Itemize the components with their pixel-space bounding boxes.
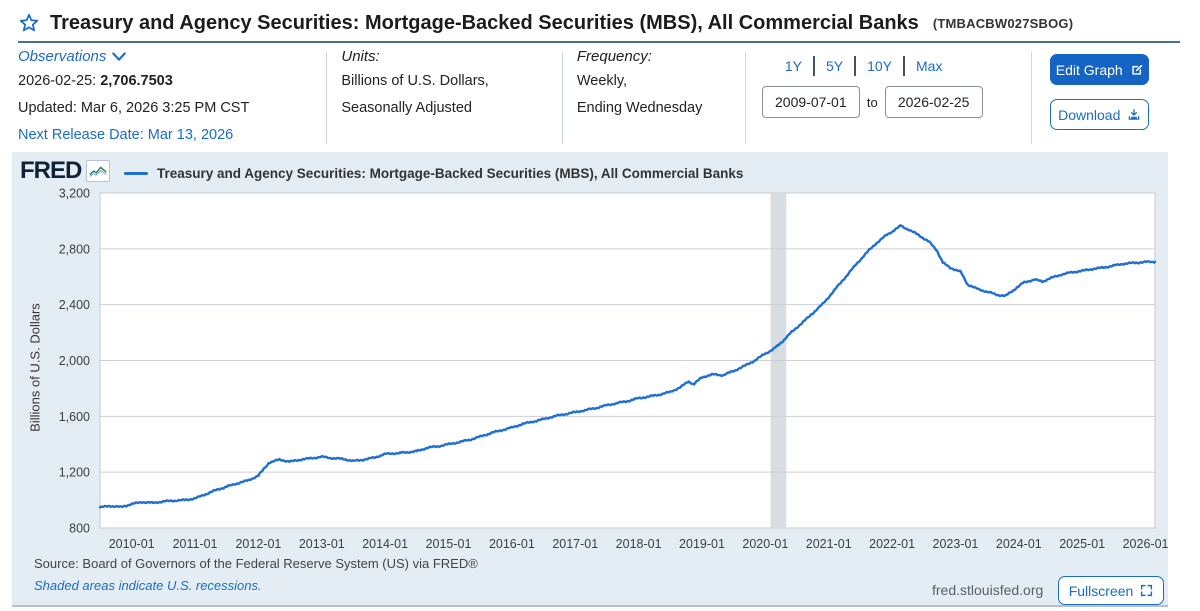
- svg-text:2025-01: 2025-01: [1059, 537, 1105, 551]
- edit-icon: [1132, 64, 1143, 75]
- svg-text:2014-01: 2014-01: [362, 537, 408, 551]
- svg-text:2026-01: 2026-01: [1123, 537, 1168, 551]
- frequency-label: Frequency:: [576, 48, 652, 65]
- svg-text:2024-01: 2024-01: [996, 537, 1042, 551]
- chevron-down-icon: [112, 51, 127, 61]
- svg-text:2021-01: 2021-01: [806, 537, 852, 551]
- svg-text:800: 800: [69, 522, 90, 536]
- date-range: to: [761, 86, 1017, 118]
- units-line2: Seasonally Adjusted: [341, 100, 472, 117]
- range-presets: 1Y 5Y 10Y Max: [774, 56, 1017, 76]
- series-id: (TMBACBW027SBOG): [932, 15, 1074, 31]
- svg-text:2,800: 2,800: [59, 242, 90, 256]
- download-button[interactable]: Download: [1050, 99, 1150, 130]
- download-label: Download: [1058, 106, 1121, 123]
- svg-text:1,200: 1,200: [59, 466, 90, 480]
- fullscreen-label: Fullscreen: [1068, 582, 1134, 599]
- range-preset-5y[interactable]: 5Y: [825, 58, 844, 74]
- fullscreen-icon: [1141, 584, 1153, 597]
- svg-text:2023-01: 2023-01: [933, 537, 979, 551]
- svg-text:2012-01: 2012-01: [235, 537, 281, 551]
- latest-observation-value: 2,706.7503: [100, 73, 173, 89]
- fred-chart-icon: [86, 160, 111, 182]
- range-preset-1y[interactable]: 1Y: [784, 58, 802, 74]
- svg-text:2022-01: 2022-01: [869, 537, 915, 551]
- observations-label: Observations: [18, 48, 107, 65]
- chart-legend: Treasury and Agency Securities: Mortgage…: [124, 166, 743, 181]
- edit-graph-label: Edit Graph: [1055, 61, 1123, 78]
- latest-observation: 2026-02-25: 2,706.7503: [18, 71, 312, 92]
- meta-divider: [326, 52, 328, 144]
- download-icon: [1129, 108, 1140, 120]
- to-label: to: [866, 94, 878, 110]
- svg-text:2011-01: 2011-01: [173, 537, 218, 551]
- site-url: fred.stlouisfed.org: [932, 582, 1044, 598]
- svg-text:3,200: 3,200: [59, 187, 90, 201]
- graph-panel: FRED Treasury and Agency Securities: Mor…: [12, 152, 1168, 607]
- fred-logo[interactable]: FRED: [20, 157, 111, 184]
- page-title: Treasury and Agency Securities: Mortgage…: [50, 11, 919, 34]
- svg-text:2017-01: 2017-01: [552, 537, 598, 551]
- svg-text:2016-01: 2016-01: [489, 537, 535, 551]
- observations-dropdown[interactable]: Observations: [18, 48, 127, 65]
- end-date-input[interactable]: [884, 86, 983, 118]
- latest-observation-date: 2026-02-25:: [18, 73, 97, 89]
- svg-text:1,600: 1,600: [59, 410, 90, 424]
- svg-text:2020-01: 2020-01: [742, 537, 788, 551]
- svg-text:2019-01: 2019-01: [679, 537, 725, 551]
- preset-divider: [812, 56, 815, 76]
- legend-label: Treasury and Agency Securities: Mortgage…: [157, 166, 744, 181]
- header-divider: [18, 41, 1180, 43]
- frequency-line2: Ending Wednesday: [576, 100, 703, 117]
- range-preset-max[interactable]: Max: [916, 58, 943, 74]
- frequency-column: Frequency: Weekly, Ending Wednesday: [563, 48, 745, 148]
- preset-divider: [854, 56, 857, 76]
- header: Treasury and Agency Securities: Mortgage…: [18, 8, 1182, 38]
- frequency-line1: Weekly,: [576, 73, 628, 89]
- edit-graph-button[interactable]: Edit Graph: [1050, 54, 1150, 85]
- svg-text:2015-01: 2015-01: [426, 537, 472, 551]
- svg-text:2,000: 2,000: [59, 354, 90, 368]
- fullscreen-button[interactable]: Fullscreen: [1058, 576, 1164, 605]
- units-label: Units:: [341, 48, 380, 65]
- recession-note-link[interactable]: Shaded areas indicate U.S. recessions.: [34, 578, 262, 593]
- range-column: 1Y 5Y 10Y Max to: [746, 48, 1031, 148]
- fred-logo-text: FRED: [20, 157, 82, 184]
- svg-text:2013-01: 2013-01: [299, 537, 345, 551]
- units-column: Units: Billions of U.S. Dollars, Seasona…: [327, 48, 562, 148]
- legend-line-swatch: [124, 172, 148, 175]
- units-line1: Billions of U.S. Dollars,: [341, 73, 489, 89]
- updated-text: Updated: Mar 6, 2026 3:25 PM CST: [18, 100, 250, 117]
- chart-plot[interactable]: 800 1,200 1,600 2,000 2,400 2,800 3,200 2010-01…: [12, 152, 1168, 552]
- actions-column: Edit Graph Download: [1032, 48, 1182, 148]
- meta-row: Observations 2026-02-25: 2,706.7503 Upda…: [18, 48, 1182, 148]
- next-release-link[interactable]: Next Release Date: Mar 13, 2026: [18, 127, 234, 144]
- meta-divider: [744, 52, 746, 144]
- svg-text:2018-01: 2018-01: [616, 537, 662, 551]
- favorite-star-icon[interactable]: [18, 12, 40, 34]
- observations-column: Observations 2026-02-25: 2,706.7503 Upda…: [18, 48, 326, 148]
- source-text: Source: Board of Governors of the Federa…: [34, 556, 478, 571]
- svg-text:2,400: 2,400: [59, 298, 90, 312]
- start-date-input[interactable]: [761, 86, 860, 118]
- meta-divider: [1031, 52, 1033, 144]
- range-preset-10y[interactable]: 10Y: [867, 58, 892, 74]
- preset-divider: [903, 56, 905, 76]
- meta-divider: [561, 52, 563, 144]
- svg-text:2010-01: 2010-01: [109, 537, 155, 551]
